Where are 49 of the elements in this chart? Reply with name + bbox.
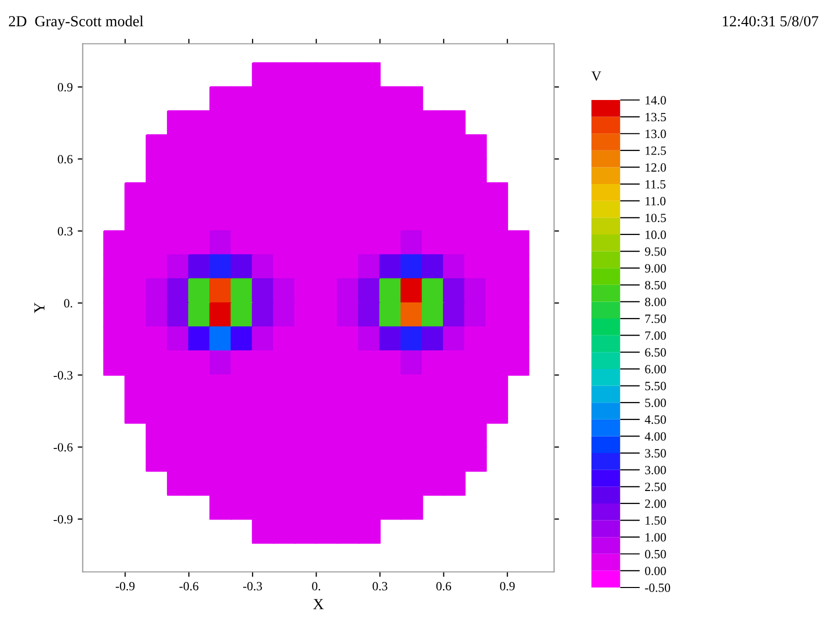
color-bar-title: V — [591, 71, 602, 81]
color-bar-label: 6.50 — [645, 348, 666, 357]
color-bar-label: 4.00 — [644, 432, 666, 441]
color-bar-label: 1.00 — [646, 533, 666, 542]
x-tick-label: 0.6 — [436, 582, 452, 590]
color-bar-label: -0.50 — [645, 584, 670, 592]
y-tick-label: -0.9 — [54, 515, 72, 524]
color-bar-label: 7.50 — [645, 314, 666, 324]
color-bar-label: 1.50 — [646, 516, 666, 525]
x-tick-label: 0. — [312, 582, 320, 590]
color-bar-label: 10.0 — [646, 230, 666, 239]
y-tick-label: 0.3 — [58, 227, 72, 236]
color-bar-label: 11.5 — [646, 180, 666, 189]
color-bar-label: 8.00 — [645, 298, 666, 306]
color-bar-label: 7.00 — [645, 331, 666, 340]
color-bar-label: 12.5 — [646, 146, 666, 155]
chart-title: 2D Gray-Scott model — [8, 16, 144, 30]
y-axis-title: Y — [34, 302, 44, 314]
x-tick-label: -0.3 — [243, 582, 262, 590]
y-tick-label: -0.6 — [54, 443, 73, 452]
color-bar-label: 0.50 — [645, 550, 666, 558]
color-bar-label: 11.0 — [646, 196, 666, 206]
color-bar-label: 14.0 — [646, 96, 666, 105]
y-tick-label: -0.3 — [54, 371, 72, 380]
x-tick-label: 0.3 — [372, 582, 388, 590]
color-bar-label: 6.00 — [645, 364, 666, 374]
color-bar-label: 12.0 — [646, 163, 666, 172]
x-axis-title: X — [313, 599, 324, 610]
color-bar-label: 8.50 — [645, 280, 666, 290]
color-bar-label: 2.50 — [645, 482, 666, 492]
color-bar-label: 13.5 — [646, 112, 666, 122]
color-bar-label: 10.5 — [646, 214, 666, 222]
color-bar-label: 9.00 — [644, 264, 666, 273]
color-bar-label: 4.50 — [644, 415, 666, 424]
x-tick-label: 0.9 — [500, 582, 515, 590]
x-tick-label: -0.9 — [116, 582, 135, 590]
y-tick-label: 0.9 — [58, 82, 72, 92]
color-bar-label: 3.00 — [645, 466, 666, 474]
y-tick-label: 0.6 — [58, 155, 73, 164]
color-bar-label: 5.00 — [645, 398, 666, 408]
color-bar-label: 2.00 — [645, 499, 666, 508]
x-tick-label: -0.6 — [179, 582, 198, 590]
text: 12:40:31 5/8/07 — [722, 16, 818, 26]
color-bar-label: 5.50 — [645, 382, 666, 390]
color-bar-label: 3.50 — [645, 449, 666, 458]
color-bar-label: 13.0 — [646, 130, 666, 138]
color-bar-label: 0.00 — [645, 566, 666, 576]
y-tick-label: 0. — [64, 299, 72, 308]
color-bar-label: 9.50 — [644, 247, 666, 256]
